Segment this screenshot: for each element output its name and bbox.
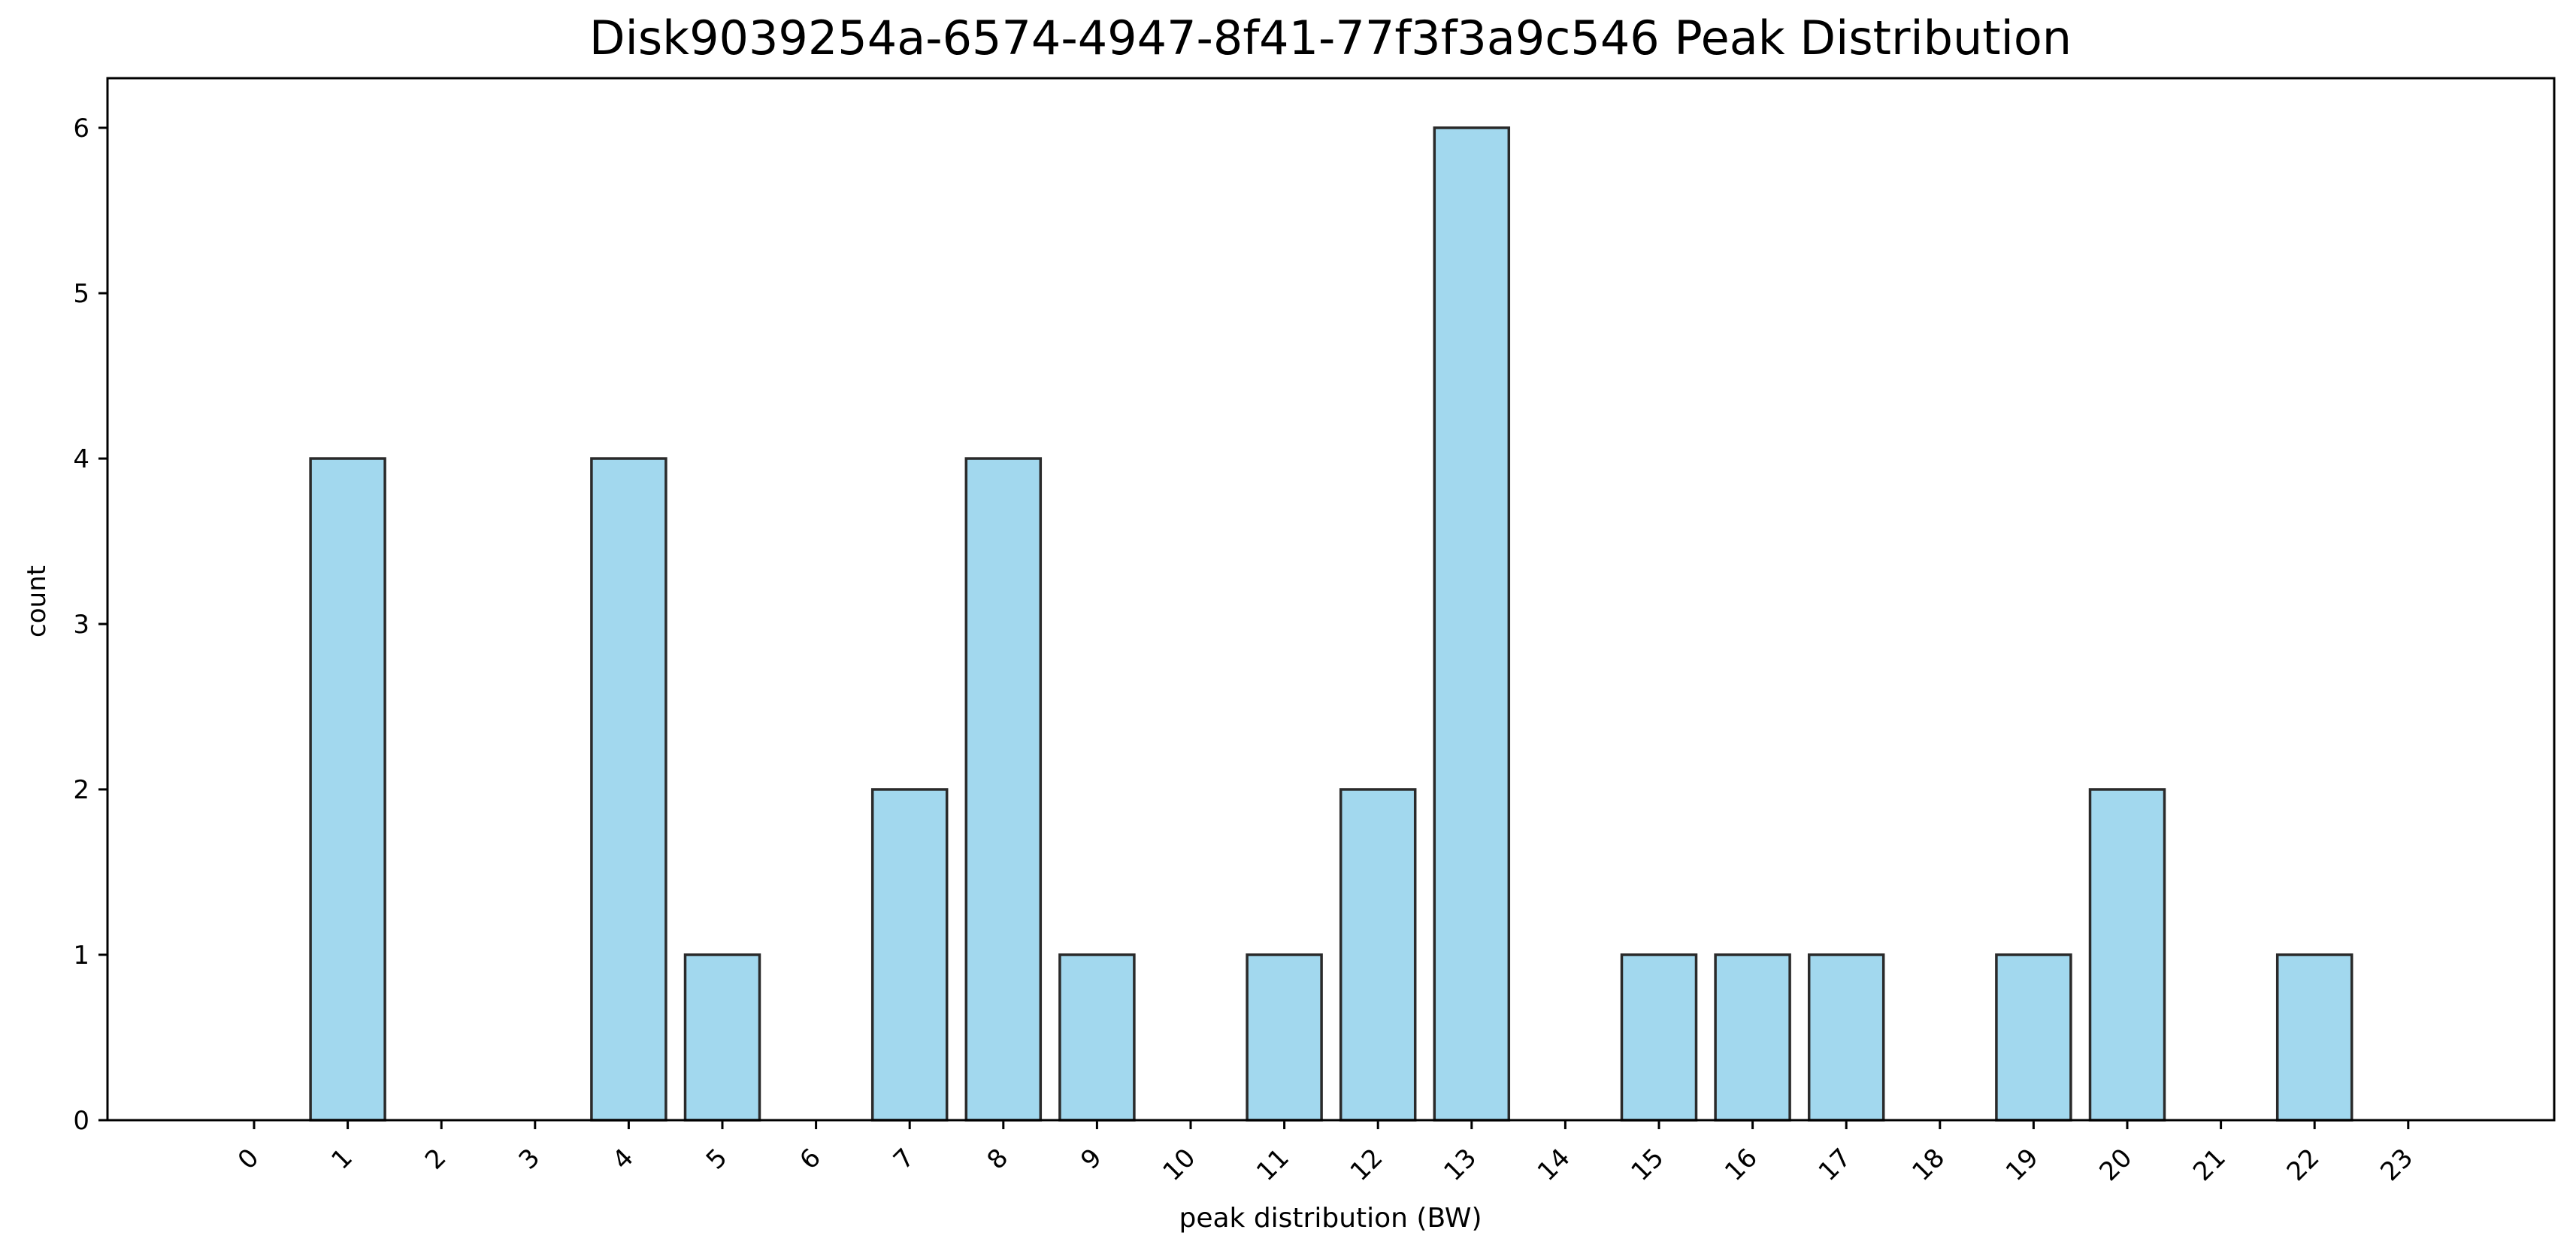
bar-22 <box>2275 953 2354 1122</box>
bar-12 <box>1339 788 1417 1122</box>
bar-8 <box>964 457 1043 1122</box>
bar-20 <box>2088 788 2166 1122</box>
bar-11 <box>1246 953 1323 1122</box>
y-tick-label-4: 4 <box>73 444 89 474</box>
bar-4 <box>590 457 667 1122</box>
chart-title: Disk9039254a-6574-4947-8f41-77f3f3a9c546… <box>589 11 2072 65</box>
x-axis-label: peak distribution (BW) <box>1179 1203 1482 1234</box>
bar-7 <box>870 788 949 1122</box>
y-tick-label-6: 6 <box>73 114 89 144</box>
y-tick-label-2: 2 <box>73 775 89 805</box>
y-axis-ticks: 0 1 2 3 4 5 6 <box>73 114 107 1136</box>
bar-15 <box>1620 953 1698 1122</box>
y-axis-label: count <box>22 565 52 638</box>
y-tick-label-3: 3 <box>73 610 89 640</box>
bars-group <box>309 126 2354 1122</box>
y-tick-label-0: 0 <box>73 1106 89 1136</box>
bar-16 <box>1714 953 1791 1122</box>
bar-9 <box>1058 953 1136 1122</box>
bar-1 <box>309 457 386 1122</box>
y-tick-label-1: 1 <box>73 940 89 971</box>
bar-5 <box>683 953 761 1122</box>
y-tick-label-5: 5 <box>73 279 89 309</box>
bar-19 <box>1995 953 2072 1122</box>
plot-area-frame <box>106 77 2556 1122</box>
bar-17 <box>1807 953 1885 1122</box>
bar-13 <box>1433 126 1511 1122</box>
